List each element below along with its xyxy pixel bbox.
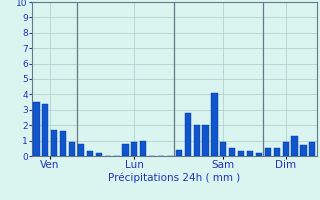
Bar: [292, 136, 298, 156]
Bar: [203, 125, 209, 156]
Bar: [122, 144, 129, 156]
Bar: [140, 141, 146, 156]
Bar: [60, 131, 66, 156]
X-axis label: Précipitations 24h ( mm ): Précipitations 24h ( mm ): [108, 173, 241, 183]
Bar: [87, 151, 93, 156]
Bar: [247, 151, 253, 156]
Bar: [42, 104, 48, 156]
Bar: [176, 150, 182, 156]
Bar: [309, 142, 316, 156]
Bar: [300, 145, 307, 156]
Bar: [131, 142, 138, 156]
Bar: [33, 102, 40, 156]
Bar: [256, 153, 262, 156]
Bar: [265, 148, 271, 156]
Bar: [51, 130, 57, 156]
Bar: [69, 142, 75, 156]
Bar: [211, 93, 218, 156]
Bar: [229, 148, 236, 156]
Bar: [220, 142, 227, 156]
Bar: [185, 113, 191, 156]
Bar: [283, 142, 289, 156]
Bar: [238, 151, 244, 156]
Bar: [78, 144, 84, 156]
Bar: [194, 125, 200, 156]
Bar: [96, 153, 102, 156]
Bar: [274, 148, 280, 156]
